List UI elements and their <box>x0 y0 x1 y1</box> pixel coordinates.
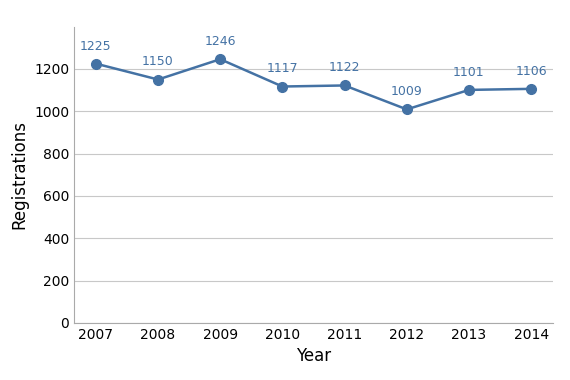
X-axis label: Year: Year <box>296 347 331 366</box>
Text: 1122: 1122 <box>329 61 360 74</box>
Text: 1246: 1246 <box>205 35 236 48</box>
Text: 1150: 1150 <box>142 55 174 68</box>
Y-axis label: Registrations: Registrations <box>11 120 28 229</box>
Text: 1101: 1101 <box>453 66 484 79</box>
Text: 1225: 1225 <box>80 40 112 52</box>
Text: 1106: 1106 <box>515 65 547 78</box>
Text: 1117: 1117 <box>267 62 298 75</box>
Text: 1009: 1009 <box>391 85 422 98</box>
